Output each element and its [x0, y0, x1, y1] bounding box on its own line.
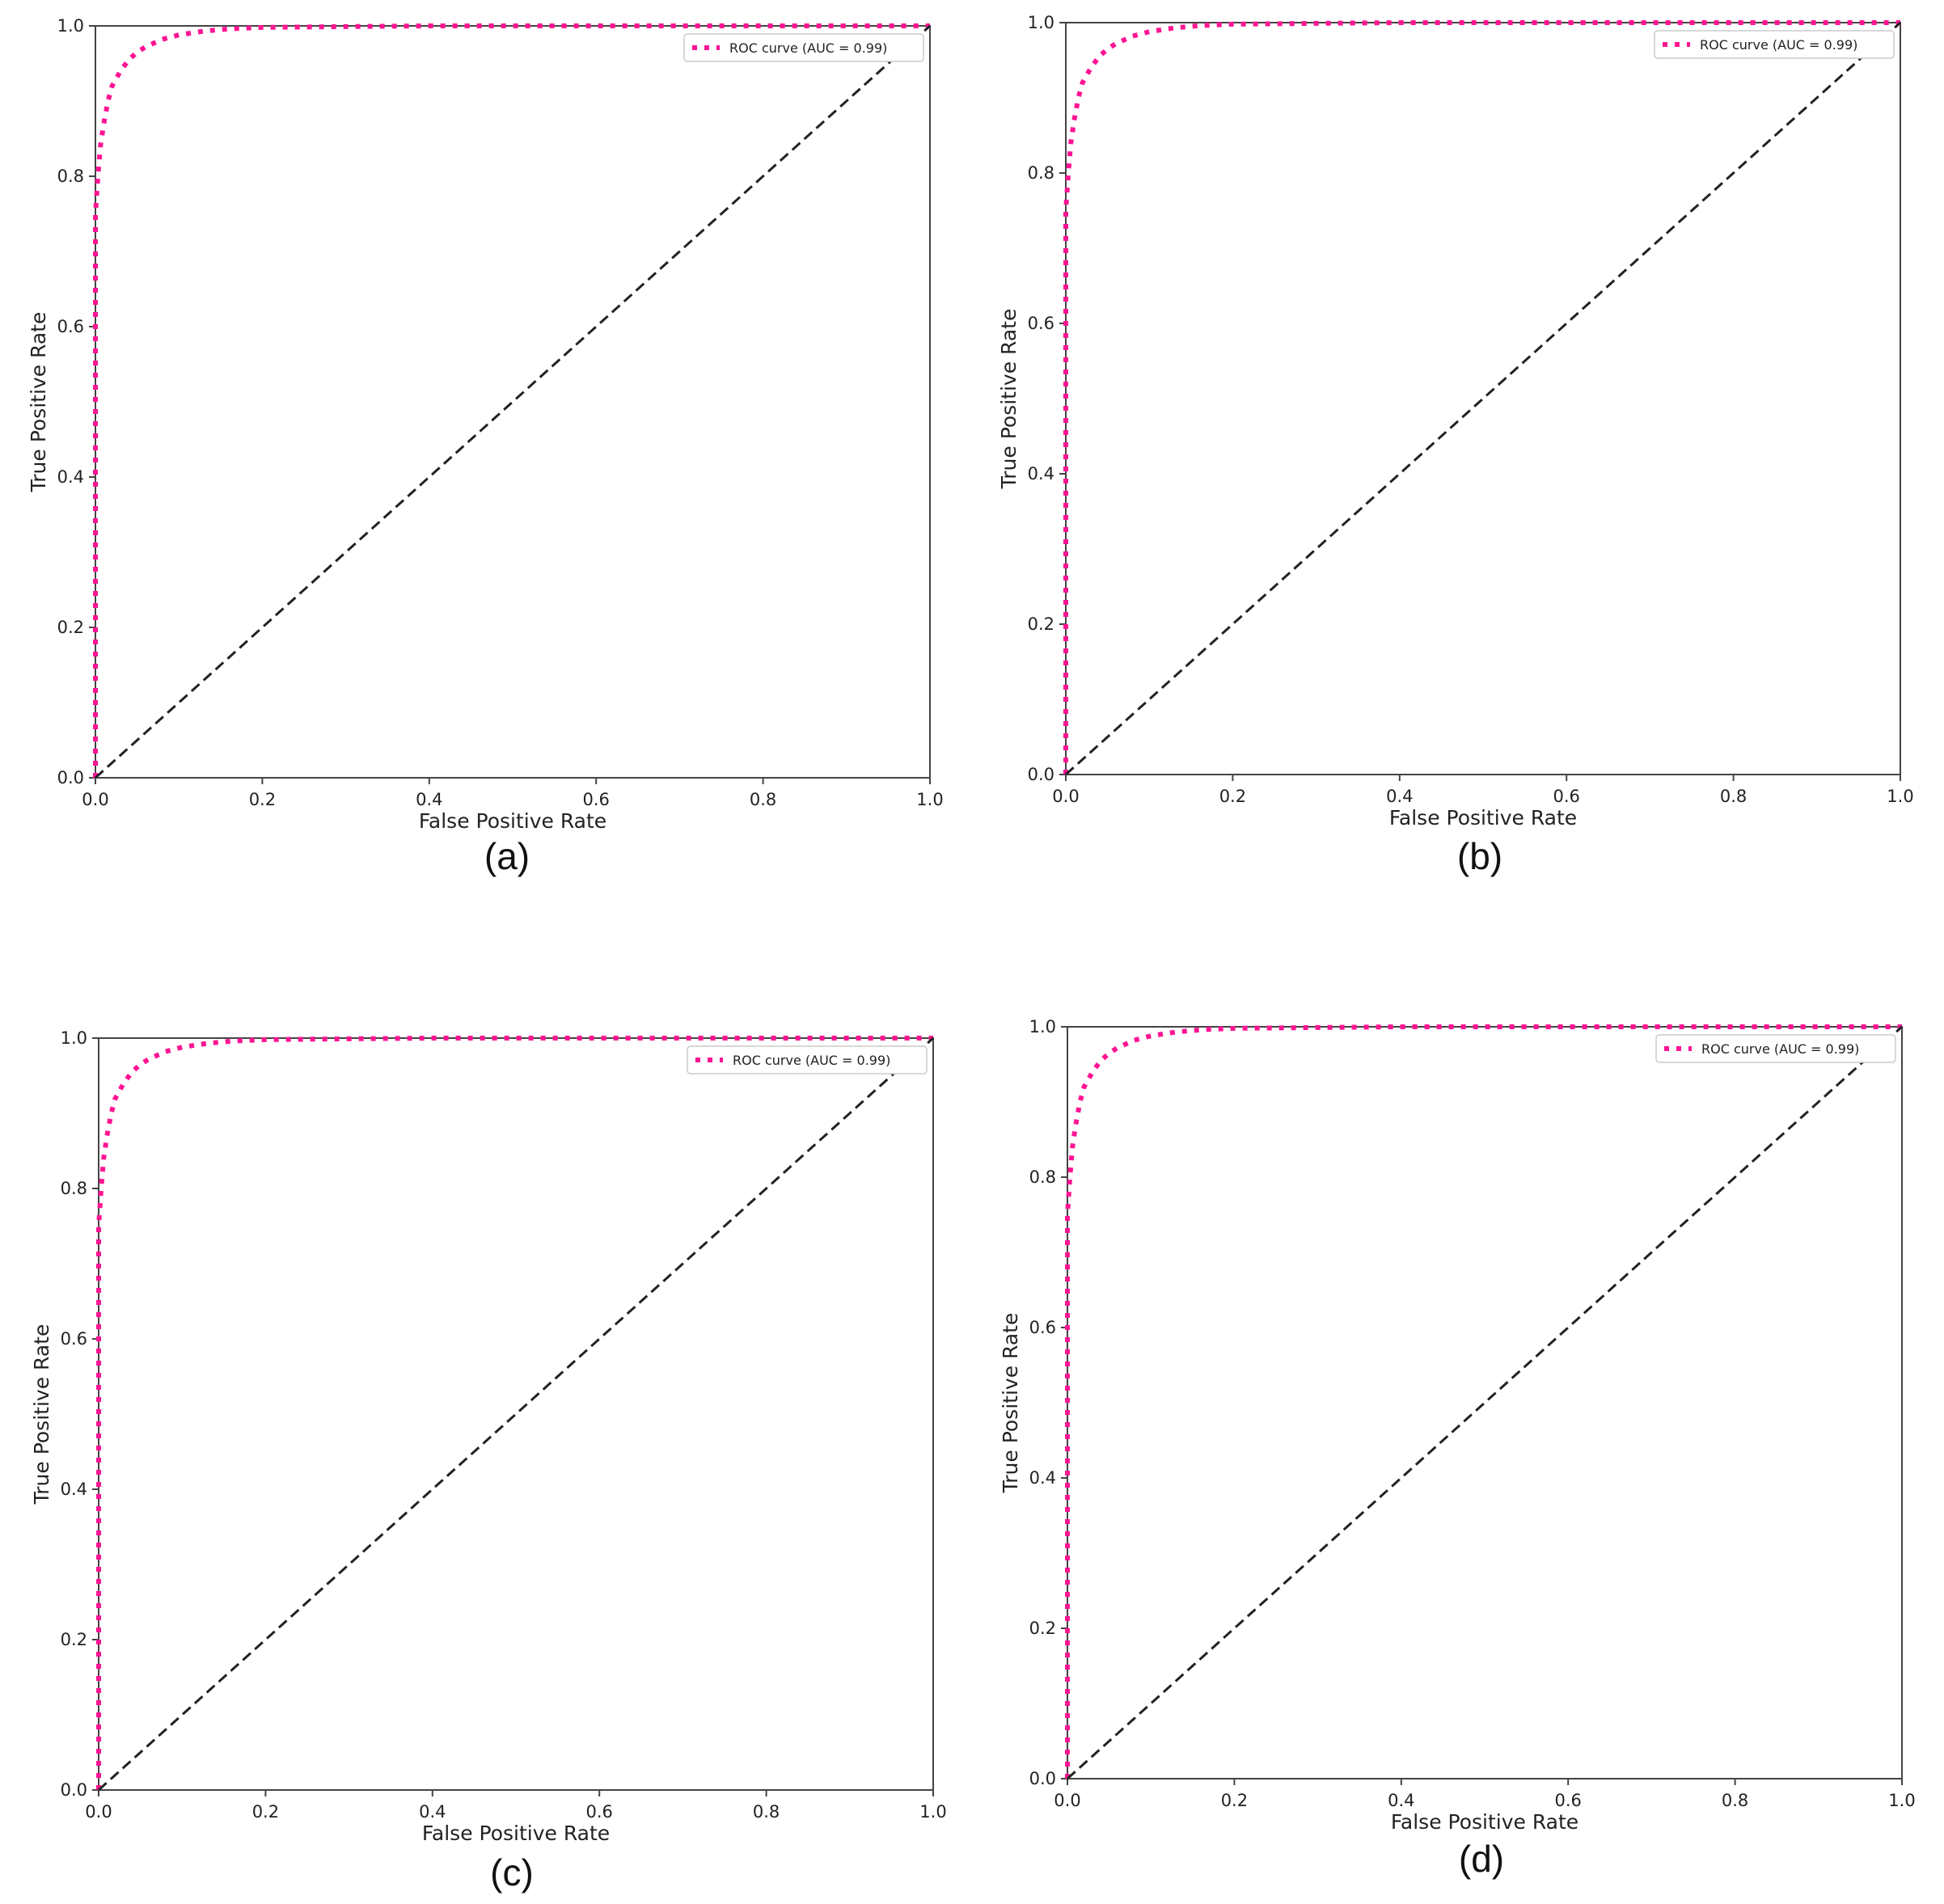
- legend: ROC curve (AUC = 0.99): [683, 33, 924, 62]
- legend-entry: ROC curve (AUC = 0.99): [1700, 37, 1857, 53]
- legend: ROC curve (AUC = 0.99): [1654, 30, 1895, 59]
- legend-box: [687, 1045, 928, 1074]
- y-tick-label: 1.0: [1028, 13, 1054, 32]
- panel-caption: (c): [490, 1851, 534, 1893]
- x-tick-label: 0.0: [1052, 787, 1079, 806]
- x-tick-label: 1.0: [1888, 1791, 1915, 1810]
- x-axis-label: False Positive Rate: [422, 1822, 610, 1845]
- legend: ROC curve (AUC = 0.99): [687, 1045, 928, 1074]
- x-tick-label: 0.4: [416, 790, 442, 809]
- y-tick-label: 0.2: [61, 1630, 87, 1649]
- y-axis-label: True Positive Rate: [27, 312, 50, 493]
- x-tick-label: 0.4: [419, 1802, 446, 1822]
- panel-caption: (a): [484, 835, 530, 877]
- chart-panel-d: 0.0 0.2 0.4 0.6 0.8 1.0 0.0 0.2 0.4 0.6 0.8 1.0 Fals…: [999, 1017, 1916, 1880]
- y-tick-label: 0.8: [61, 1179, 87, 1198]
- panel-caption: (d): [1459, 1838, 1504, 1880]
- y-tick-label: 0.4: [1029, 1468, 1056, 1488]
- x-axis-label: False Positive Rate: [419, 809, 606, 833]
- x-tick-label: 1.0: [1887, 787, 1913, 806]
- y-tick-label: 0.0: [57, 768, 84, 787]
- chart-panel-c: 0.0 0.2 0.4 0.6 0.8 1.0 0.0 0.2 0.4 0.6 0.8 1.0 Fals…: [30, 1028, 947, 1893]
- x-tick-label: 0.6: [582, 790, 609, 809]
- chart-panel-b: 0.0 0.2 0.4 0.6 0.8 1.0 0.0 0.2 0.4 0.6 0.8 1.0 Fals…: [997, 13, 1914, 877]
- x-axis-label: False Positive Rate: [1391, 1810, 1578, 1834]
- x-tick-label: 0.0: [82, 790, 108, 809]
- y-axis-label: True Positive Rate: [999, 1313, 1022, 1494]
- x-tick-label: 0.4: [1388, 1791, 1414, 1810]
- x-axis-label: False Positive Rate: [1389, 806, 1577, 830]
- x-tick-label: 0.8: [1722, 1791, 1748, 1810]
- x-tick-label: 0.8: [750, 790, 776, 809]
- panel-caption: (b): [1457, 835, 1502, 877]
- legend-box: [683, 33, 924, 62]
- chance-diagonal-line: [1066, 1025, 1904, 1780]
- y-axis-label: True Positive Rate: [997, 309, 1021, 490]
- legend-box: [1654, 30, 1895, 59]
- y-tick-label: 0.4: [61, 1480, 87, 1499]
- chance-diagonal-line: [1064, 21, 1902, 776]
- x-tick-label: 0.8: [1720, 787, 1747, 806]
- y-tick-label: 0.0: [1028, 765, 1054, 784]
- y-tick-label: 0.8: [57, 167, 84, 186]
- x-tick-label: 0.2: [1219, 787, 1246, 806]
- y-tick-label: 0.0: [1029, 1769, 1056, 1788]
- x-tick-label: 0.2: [252, 1802, 279, 1822]
- x-tick-label: 0.2: [249, 790, 276, 809]
- y-tick-label: 1.0: [1029, 1017, 1056, 1036]
- y-tick-label: 0.6: [57, 317, 84, 336]
- legend-entry: ROC curve (AUC = 0.99): [1701, 1041, 1859, 1057]
- chance-diagonal-line: [97, 1036, 935, 1792]
- y-tick-label: 1.0: [57, 16, 84, 36]
- y-tick-label: 0.6: [1028, 314, 1054, 333]
- y-tick-label: 0.8: [1028, 163, 1054, 183]
- y-tick-label: 0.4: [1028, 464, 1054, 483]
- legend-entry: ROC curve (AUC = 0.99): [729, 40, 887, 56]
- chance-diagonal-line: [94, 24, 932, 779]
- legend-entry: ROC curve (AUC = 0.99): [733, 1053, 890, 1068]
- legend: ROC curve (AUC = 0.99): [1655, 1034, 1896, 1063]
- y-tick-label: 0.0: [61, 1780, 87, 1800]
- legend-box: [1655, 1034, 1896, 1063]
- x-tick-label: 0.6: [1553, 787, 1579, 806]
- x-tick-label: 0.6: [1554, 1791, 1581, 1810]
- x-tick-label: 0.2: [1221, 1791, 1248, 1810]
- y-tick-label: 0.6: [61, 1329, 87, 1349]
- x-tick-label: 0.6: [585, 1802, 612, 1822]
- y-tick-label: 0.8: [1029, 1167, 1056, 1187]
- y-tick-label: 0.6: [1029, 1318, 1056, 1337]
- y-tick-label: 1.0: [61, 1028, 87, 1048]
- x-tick-label: 1.0: [916, 790, 943, 809]
- y-tick-label: 0.2: [1028, 614, 1054, 634]
- y-tick-label: 0.2: [1029, 1619, 1056, 1638]
- y-tick-label: 0.4: [57, 467, 84, 487]
- x-tick-label: 0.0: [85, 1802, 112, 1822]
- chart-panel-a: 0.0 0.2 0.4 0.6 0.8 1.0 0.0 0.2 0.4 0.6 0.8 1.0 Fals…: [27, 16, 944, 877]
- x-tick-label: 0.8: [753, 1802, 780, 1822]
- x-tick-label: 0.0: [1054, 1791, 1080, 1810]
- x-tick-label: 1.0: [919, 1802, 946, 1822]
- y-axis-label: True Positive Rate: [30, 1324, 53, 1505]
- x-tick-label: 0.4: [1386, 787, 1413, 806]
- y-tick-label: 0.2: [57, 618, 84, 637]
